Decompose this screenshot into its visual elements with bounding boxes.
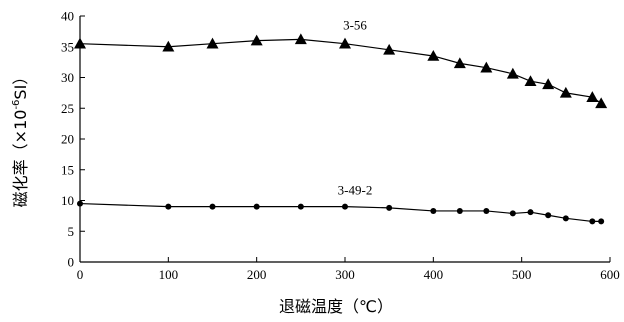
y-tick-label-4: 20	[61, 132, 74, 147]
data-point	[206, 37, 219, 49]
x-tick-label-2: 200	[247, 267, 267, 282]
data-point	[162, 40, 175, 52]
y-tick-label-7: 35	[61, 39, 74, 54]
data-point	[598, 218, 605, 225]
data-point	[430, 207, 437, 214]
y-tick-label-2: 10	[61, 193, 74, 208]
data-point	[165, 203, 172, 210]
y-axis-title-main: 磁化率（×10	[11, 110, 30, 208]
data-point	[480, 61, 493, 73]
y-tick-label-6: 30	[61, 70, 74, 85]
x-axis-title: 退磁温度（℃）	[279, 297, 393, 316]
series-0: 3-56	[74, 18, 608, 109]
y-tick-label-8: 40	[61, 9, 74, 24]
data-point	[456, 207, 463, 214]
axes: 0 100 200 300 400 500 600 0 5 10 15 20 25 30 35 40	[61, 9, 620, 283]
data-point	[559, 86, 572, 98]
data-point	[527, 209, 534, 216]
data-point	[297, 203, 304, 210]
y-axis-title: 磁化率（×10-6SI）	[11, 69, 30, 208]
y-tick-label-0: 0	[68, 255, 75, 270]
x-tick-label-6: 600	[600, 267, 620, 282]
data-point	[77, 200, 83, 207]
data-point	[589, 218, 596, 225]
data-point	[253, 203, 260, 210]
data-point	[74, 37, 86, 49]
x-tick-label-1: 100	[159, 267, 179, 282]
x-tick-label-0: 0	[77, 267, 84, 282]
series-label-0: 3-56	[343, 18, 367, 33]
series-label-1: 3-49-2	[338, 183, 373, 198]
series-line-1	[79, 202, 602, 223]
data-point	[506, 67, 519, 79]
y-tick-label-1: 5	[68, 224, 75, 239]
series-1: 3-49-2	[77, 183, 605, 225]
data-point	[250, 34, 263, 46]
data-point	[545, 212, 552, 219]
data-point	[562, 215, 569, 222]
data-point	[453, 57, 466, 69]
data-point	[542, 78, 555, 90]
data-point	[339, 37, 351, 49]
y-axis-title-exponent: -6	[11, 100, 22, 110]
x-tick-label-3: 300	[335, 267, 355, 282]
data-point	[595, 97, 608, 109]
x-tick-label-5: 500	[512, 267, 532, 282]
data-point	[483, 207, 490, 214]
y-axis-title-unit: SI）	[11, 69, 30, 100]
data-point	[524, 75, 537, 86]
series-line-0	[79, 38, 602, 104]
y-tick-label-5: 25	[61, 101, 74, 116]
data-point	[209, 203, 216, 210]
data-point	[509, 210, 516, 217]
data-point	[294, 33, 307, 45]
data-point	[342, 203, 348, 210]
x-tick-label-4: 400	[424, 267, 444, 282]
data-point	[586, 91, 599, 102]
data-point	[427, 49, 440, 61]
series-layer: 3-56 3-49-2	[74, 18, 608, 225]
y-tick-label-3: 15	[61, 162, 74, 177]
labels: 退磁温度（℃） 磁化率（×10-6SI）	[11, 69, 393, 316]
data-point	[383, 43, 396, 55]
data-point	[386, 204, 393, 211]
